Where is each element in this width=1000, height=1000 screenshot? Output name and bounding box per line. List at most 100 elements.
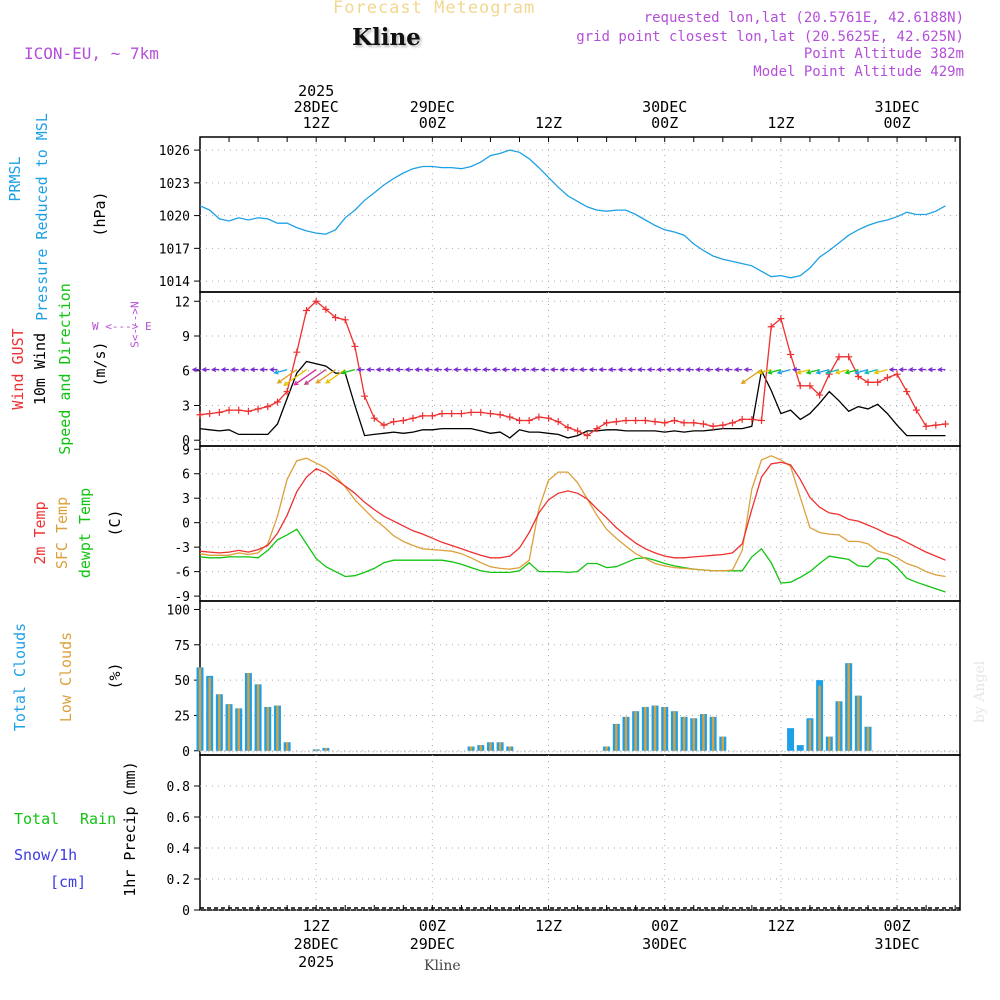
wind-arrow xyxy=(741,369,762,384)
bottom-time-label: 29DEC xyxy=(410,935,455,953)
top-time-label: 12Z xyxy=(767,114,794,132)
low-cloud-bar xyxy=(469,746,473,751)
wind-arrow-head xyxy=(695,367,701,373)
wind-arrow xyxy=(874,368,888,374)
low-cloud-bar xyxy=(285,742,289,751)
low-cloud-bar xyxy=(711,716,715,751)
low-cloud-bar xyxy=(218,694,221,751)
low-cloud-bar xyxy=(256,684,260,751)
gust-marker xyxy=(758,417,766,425)
wind-arrow-head xyxy=(273,369,279,375)
wind-arrow-head xyxy=(365,367,372,373)
station-name: Kline xyxy=(352,24,421,51)
gust-marker xyxy=(322,305,330,313)
wind-arrow-head xyxy=(815,369,821,375)
wind-arrow-head xyxy=(714,367,720,373)
wind-arrow-head xyxy=(549,367,556,373)
y-tick-label: 3 xyxy=(182,399,190,414)
y-tick-label: 0 xyxy=(182,904,190,919)
low-cloud-bar xyxy=(663,706,666,751)
wind-arrow-head xyxy=(375,367,381,373)
wind-arrow xyxy=(797,368,811,374)
wind-arrow-head xyxy=(303,380,309,386)
bottom-time-label: 28DEC xyxy=(294,935,339,953)
wind-arrow-head xyxy=(530,367,536,373)
model-altitude: Model Point Altitude 429m xyxy=(753,64,964,80)
low-cloud-bar xyxy=(673,711,676,751)
wind-arrow-head xyxy=(443,367,449,373)
wind-arrow-head xyxy=(873,369,879,375)
wind-arrow-head xyxy=(259,367,265,373)
top-time-label: 30DEC xyxy=(642,98,687,116)
gust-marker xyxy=(477,408,485,416)
gust-marker xyxy=(467,408,475,416)
wind-arrow-head xyxy=(404,367,410,373)
wind-arrow xyxy=(342,368,356,374)
gust-line xyxy=(199,300,946,437)
wind-arrow-head xyxy=(491,367,497,373)
requested-coordinates: requested lon,lat (20.5761E, 42.6188N) xyxy=(643,10,964,26)
gust-marker xyxy=(332,313,340,321)
gust-marker xyxy=(728,419,736,427)
y-tick-label: -6 xyxy=(174,566,190,581)
wind-arrow xyxy=(845,368,859,374)
wind-arrow-head xyxy=(927,367,933,373)
low-cloud-bar xyxy=(247,673,250,751)
gust-marker xyxy=(787,351,795,359)
label-snow: Snow/1h xyxy=(14,846,78,864)
low-cloud-bar xyxy=(237,708,240,751)
gust-marker xyxy=(545,414,553,422)
wind-arrow-head xyxy=(825,369,831,375)
wind10-line xyxy=(199,360,946,439)
wind-arrow xyxy=(826,368,840,374)
gust-marker xyxy=(457,410,465,418)
model-label: ICON-EU, ~ 7km xyxy=(24,44,159,63)
wind-arrow-head xyxy=(501,367,507,373)
wind-arrow-head xyxy=(356,367,362,373)
low-cloud-bar xyxy=(692,718,695,751)
wind-arrow-head xyxy=(191,367,197,373)
wind-arrow xyxy=(806,368,820,374)
gust-marker xyxy=(515,417,523,425)
wind-arrow-head xyxy=(341,369,347,375)
y-tick-label: 6 xyxy=(182,365,190,380)
wind-arrow-head xyxy=(598,367,604,373)
bottom-time-label: 12Z xyxy=(303,917,330,935)
label-rain: Rain xyxy=(80,810,117,828)
low-cloud-bar xyxy=(644,706,647,751)
low-cloud-bar xyxy=(605,746,608,751)
top-time-label: 29DEC xyxy=(410,98,455,116)
low-cloud-bar xyxy=(828,736,831,751)
gust-marker xyxy=(574,427,582,435)
top-time-label: 00Z xyxy=(651,114,678,132)
gust-marker xyxy=(922,422,930,430)
y-tick-label: 3 xyxy=(182,492,190,507)
wind-arrow-head xyxy=(511,367,517,373)
panel-frame xyxy=(199,754,961,911)
wind-arrow-head xyxy=(588,367,594,373)
gust-marker xyxy=(874,378,882,386)
wind-arrow-head xyxy=(269,367,275,373)
low-cloud-bar xyxy=(837,701,841,751)
gust-marker xyxy=(661,419,669,427)
wind-arrow-head xyxy=(220,367,226,373)
wind-arrow-head xyxy=(276,379,282,384)
panel-frame xyxy=(199,445,961,602)
gust-marker xyxy=(583,432,591,440)
low-cloud-bar xyxy=(489,742,492,751)
wind-arrow-head xyxy=(230,367,236,373)
wind-arrow-head xyxy=(424,367,430,373)
gust-marker xyxy=(273,398,281,406)
gust-marker xyxy=(361,392,369,400)
wind-arrow-head xyxy=(656,367,662,373)
y-tick-label: 12 xyxy=(174,295,190,310)
gust-marker xyxy=(835,353,843,361)
gust-marker xyxy=(941,420,949,428)
gust-marker xyxy=(506,413,514,421)
low-cloud-bar xyxy=(808,719,812,751)
y-tick-label: 1023 xyxy=(159,177,190,192)
gust-marker xyxy=(719,421,727,429)
gust-marker xyxy=(244,407,252,415)
gust-marker xyxy=(632,417,640,425)
wind-arrow-head xyxy=(743,367,749,373)
